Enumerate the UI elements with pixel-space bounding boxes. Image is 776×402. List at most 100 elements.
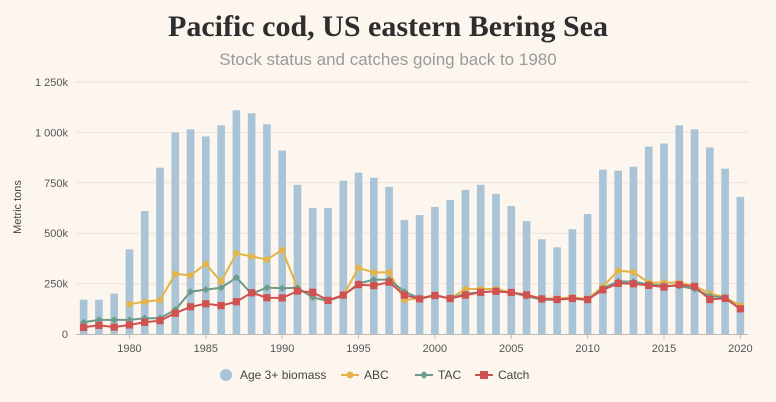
abc-point-2002 bbox=[462, 285, 469, 293]
catch-point-2011 bbox=[599, 286, 607, 294]
bar-1982 bbox=[156, 167, 164, 334]
catch-point-2015 bbox=[660, 283, 668, 291]
catch-point-1985 bbox=[202, 300, 210, 308]
catch-point-2019 bbox=[721, 294, 729, 302]
tac-point-1996 bbox=[370, 275, 378, 284]
bar-2004 bbox=[492, 193, 500, 334]
bar-1986 bbox=[217, 125, 225, 335]
tac-point-1986 bbox=[217, 284, 225, 292]
bar-2016 bbox=[675, 125, 684, 335]
abc-point-1985 bbox=[202, 260, 210, 268]
legend-symbol-catch bbox=[480, 371, 488, 379]
bar-1990 bbox=[278, 150, 286, 334]
x-tick-label-0: 1980 bbox=[117, 343, 141, 355]
abc-point-1997 bbox=[385, 269, 393, 276]
abc-point-2013 bbox=[630, 268, 637, 276]
x-tick-label-1: 1985 bbox=[194, 343, 218, 355]
bar-2017 bbox=[690, 129, 699, 334]
bar-2008 bbox=[553, 247, 561, 334]
abc-point-1980 bbox=[126, 300, 133, 308]
legend-symbol-tac bbox=[420, 371, 428, 379]
catch-point-1988 bbox=[248, 289, 256, 297]
bar-2001 bbox=[446, 199, 454, 334]
catch-point-1983 bbox=[171, 309, 179, 317]
tac-point-1985 bbox=[202, 286, 210, 294]
tac-point-1979 bbox=[110, 316, 118, 324]
x-tick-label-4: 2000 bbox=[423, 343, 447, 355]
legend-label-age-3-biomass: Age 3+ biomass bbox=[240, 368, 326, 382]
legend-symbol-abc bbox=[346, 371, 354, 379]
catch-point-2001 bbox=[446, 294, 454, 303]
bar-1981 bbox=[140, 211, 149, 334]
catch-point-2017 bbox=[690, 282, 699, 291]
abc-point-1987 bbox=[233, 250, 240, 257]
catch-point-1990 bbox=[278, 294, 286, 302]
bar-1992 bbox=[308, 208, 317, 334]
x-tick-label-7: 2015 bbox=[652, 343, 676, 355]
abc-point-1986 bbox=[217, 278, 225, 285]
catch-point-2005 bbox=[507, 288, 515, 297]
y-tick-label-5: 1 250k bbox=[35, 77, 69, 89]
catch-point-2007 bbox=[538, 295, 546, 303]
bar-2006 bbox=[522, 221, 531, 334]
chart-title: Pacific cod, US eastern Bering Sea bbox=[168, 10, 608, 43]
bar-2012 bbox=[614, 170, 622, 334]
bar-2013 bbox=[629, 166, 638, 334]
abc-point-1989 bbox=[263, 256, 271, 263]
bar-1996 bbox=[370, 177, 378, 334]
catch-line bbox=[83, 281, 741, 329]
y-tick-label-1: 250k bbox=[44, 279, 68, 291]
chart-subtitle: Stock status and catches going back to 1… bbox=[219, 50, 557, 69]
bar-1979 bbox=[110, 293, 118, 334]
biomass-bars bbox=[79, 110, 745, 335]
legend-label-tac: TAC bbox=[438, 368, 461, 382]
bar-1989 bbox=[263, 124, 271, 334]
catch-point-2008 bbox=[553, 295, 561, 304]
bar-2011 bbox=[599, 169, 607, 334]
catch-point-1979 bbox=[110, 323, 118, 331]
bar-1980 bbox=[125, 249, 134, 334]
bar-1994 bbox=[339, 180, 348, 334]
catch-point-2002 bbox=[461, 291, 470, 299]
y-tick-label-3: 750k bbox=[44, 178, 68, 190]
catch-point-1996 bbox=[370, 282, 378, 290]
catch-point-1982 bbox=[156, 317, 164, 325]
catch-point-1977 bbox=[80, 323, 88, 331]
bar-2020 bbox=[736, 196, 745, 334]
catch-point-2016 bbox=[675, 281, 683, 289]
bar-2009 bbox=[568, 229, 577, 334]
y-tick-label-4: 1 000k bbox=[35, 127, 69, 139]
tac-point-1989 bbox=[263, 284, 271, 292]
catch-point-2012 bbox=[614, 279, 622, 287]
y-tick-label-0: 0 bbox=[62, 329, 68, 341]
abc-point-1996 bbox=[370, 269, 378, 276]
bar-2015 bbox=[660, 143, 668, 334]
bar-1995 bbox=[354, 172, 363, 334]
catch-point-1981 bbox=[141, 318, 149, 326]
tac-point-1978 bbox=[95, 316, 103, 324]
catch-point-2010 bbox=[584, 295, 592, 304]
tac-point-1984 bbox=[186, 288, 195, 296]
y-axis-label: Metric tons bbox=[12, 180, 24, 234]
abc-point-2012 bbox=[614, 267, 622, 274]
bar-1977 bbox=[79, 299, 88, 334]
bar-1985 bbox=[202, 136, 210, 334]
abc-point-1988 bbox=[248, 253, 255, 260]
legend-label-abc: ABC bbox=[364, 368, 389, 382]
bar-1988 bbox=[247, 113, 256, 334]
catch-point-1997 bbox=[385, 278, 393, 286]
abc-point-1982 bbox=[156, 296, 164, 304]
tac-point-1990 bbox=[278, 284, 286, 292]
catch-point-1993 bbox=[324, 296, 332, 304]
x-tick-label-3: 1995 bbox=[346, 343, 370, 355]
bar-2007 bbox=[538, 239, 546, 334]
tac-point-1992 bbox=[309, 293, 317, 301]
catch-point-1999 bbox=[416, 295, 424, 303]
abc-point-1981 bbox=[141, 298, 148, 305]
bar-1993 bbox=[324, 208, 332, 334]
x-tick-label-6: 2010 bbox=[575, 343, 599, 355]
x-tick-label-2: 1990 bbox=[270, 343, 294, 355]
catch-point-2018 bbox=[706, 295, 714, 304]
y-tick-label-2: 500k bbox=[44, 228, 68, 240]
catch-point-2013 bbox=[629, 280, 638, 288]
